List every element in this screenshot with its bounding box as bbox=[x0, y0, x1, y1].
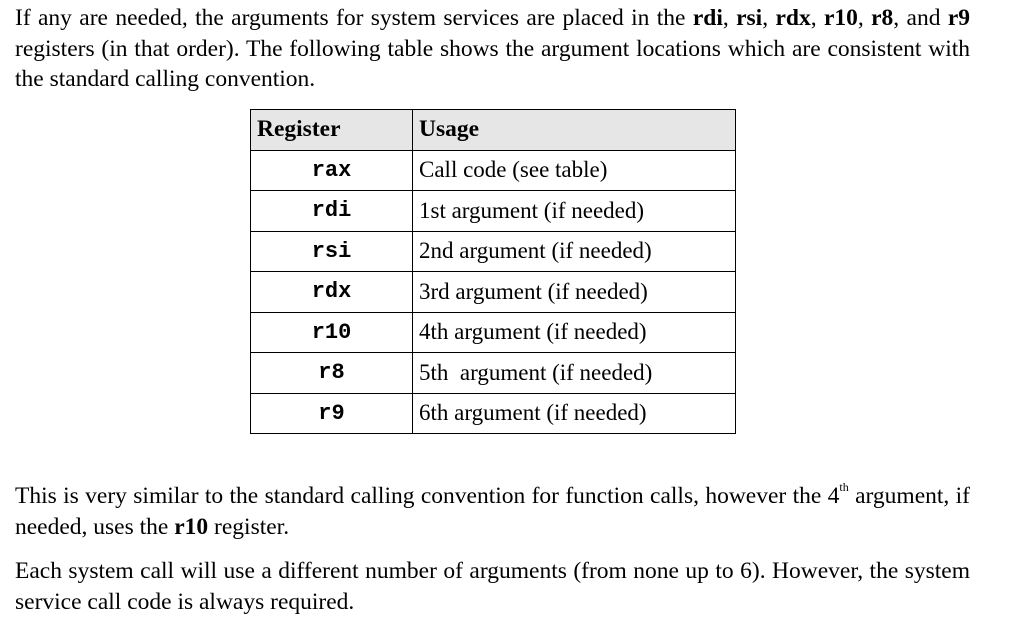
table-row: rax Call code (see table) bbox=[250, 149, 736, 191]
register-cell: rsi bbox=[250, 230, 413, 272]
register-cell: rdx bbox=[250, 271, 413, 313]
intro-paragraph: If any are needed, the arguments for sys… bbox=[15, 5, 971, 92]
usage-cell: 3rd argument (if needed) bbox=[412, 271, 736, 313]
header-usage: Usage bbox=[412, 109, 736, 151]
argument-count-paragraph: Each system call will use a different nu… bbox=[15, 558, 970, 615]
argument-register-table: Register Usage rax Call code (see table)… bbox=[250, 109, 736, 434]
table-row: r9 6th argument (if needed) bbox=[250, 392, 736, 434]
usage-cell: 5th argument (if needed) bbox=[412, 352, 736, 394]
register-cell: r10 bbox=[250, 311, 413, 353]
usage-cell: 4th argument (if needed) bbox=[412, 311, 736, 353]
register-cell: r8 bbox=[250, 352, 413, 394]
usage-cell: 2nd argument (if needed) bbox=[412, 230, 736, 272]
header-register: Register bbox=[250, 109, 413, 151]
table-row: rdi 1st argument (if needed) bbox=[250, 190, 736, 232]
usage-cell: 6th argument (if needed) bbox=[412, 392, 736, 434]
table-header-row: Register Usage bbox=[250, 109, 736, 151]
register-cell: r9 bbox=[250, 392, 413, 434]
table-row: r10 4th argument (if needed) bbox=[250, 311, 736, 353]
calling-convention-paragraph: This is very similar to the standard cal… bbox=[15, 480, 970, 540]
register-cell: rdi bbox=[250, 190, 413, 232]
table-row: r8 5th argument (if needed) bbox=[250, 352, 736, 394]
usage-cell: 1st argument (if needed) bbox=[412, 190, 736, 232]
register-cell: rax bbox=[250, 149, 413, 191]
usage-cell: Call code (see table) bbox=[412, 149, 736, 191]
table-row: rsi 2nd argument (if needed) bbox=[250, 230, 736, 272]
table-row: rdx 3rd argument (if needed) bbox=[250, 271, 736, 313]
